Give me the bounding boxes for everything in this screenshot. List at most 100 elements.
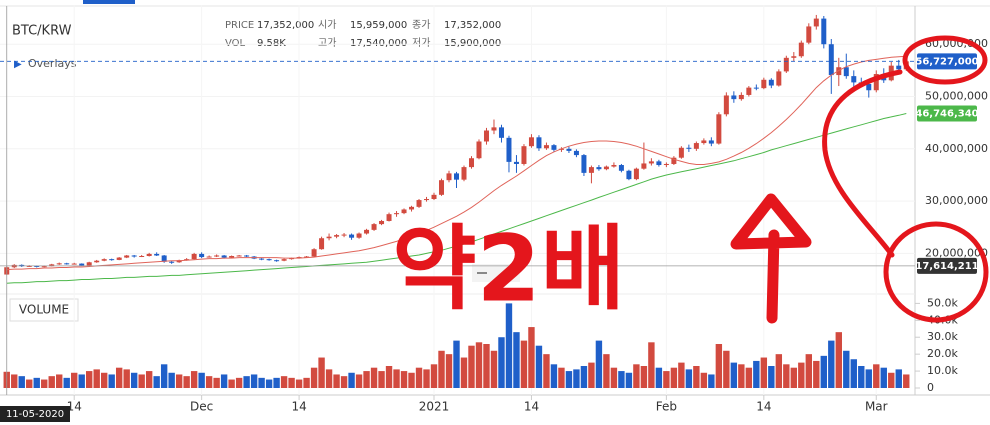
volume-bar: [258, 377, 265, 388]
volume-bar: [700, 372, 708, 388]
date-tag: [0, 406, 70, 422]
volume-bar: [693, 366, 700, 388]
active-tab[interactable]: [83, 0, 135, 4]
candle-body: [199, 253, 205, 258]
candle-body: [851, 76, 857, 83]
x-tick-label: Dec: [190, 400, 213, 414]
info-label: VOL: [225, 38, 246, 49]
volume-bar: [543, 354, 550, 388]
volume-bar: [670, 367, 678, 388]
volume-bar: [565, 371, 573, 388]
info-label: 시가: [318, 19, 336, 31]
volume-bar: [400, 371, 408, 388]
info-label: PRICE: [225, 20, 254, 31]
candle-body: [498, 127, 504, 138]
candle-body: [274, 260, 280, 262]
candle-body: [783, 57, 789, 72]
candle-body: [26, 265, 32, 267]
volume-bar: [145, 371, 153, 388]
candle-body: [693, 143, 699, 149]
volume-bar: [26, 379, 33, 388]
volume-bar: [130, 372, 138, 388]
price-tag-label: 56,727,000: [915, 56, 978, 67]
volume-bar: [835, 332, 842, 388]
candle-body: [551, 145, 557, 150]
candle-body: [259, 258, 265, 260]
price-tag: [917, 257, 977, 274]
candle-body: [79, 263, 85, 266]
volume-bar: [228, 379, 235, 388]
volume-bar: [93, 369, 100, 388]
candle-body: [101, 259, 107, 261]
volume-bar: [48, 376, 55, 388]
volume-bar: [505, 303, 513, 388]
volume-bar: [783, 364, 790, 388]
volume-bar: [483, 344, 490, 388]
candle-body: [633, 168, 639, 180]
candle-body: [446, 173, 452, 181]
candle-body: [221, 255, 227, 258]
candle-body: [603, 166, 609, 170]
y-tick-label: 40,000,000: [925, 142, 988, 155]
candle-body: [656, 161, 662, 166]
price-tag: [917, 105, 977, 122]
info-label: 고가: [318, 37, 336, 49]
candle-body: [588, 167, 594, 173]
candle-body: [304, 256, 310, 258]
volume-bar: [100, 372, 108, 388]
candle-body: [483, 130, 489, 142]
candle-body: [439, 180, 445, 195]
candle-body: [49, 264, 55, 267]
volume-tick-label: 10.0k: [927, 364, 958, 377]
candle-body: [776, 71, 782, 86]
volume-bar: [603, 354, 610, 388]
candle-body: [791, 56, 797, 58]
volume-bar: [168, 372, 175, 388]
candle-body: [34, 265, 40, 267]
volume-bar: [348, 372, 355, 388]
overlays-icon[interactable]: ▶: [14, 59, 22, 70]
handwritten-note: 약2배: [392, 215, 625, 322]
volume-bar: [625, 372, 633, 388]
volume-bar: [138, 374, 145, 388]
candle-body: [753, 87, 759, 89]
candle-body: [828, 44, 834, 76]
volume-bar: [738, 364, 745, 388]
candle-body: [566, 148, 572, 151]
volume-bar: [235, 377, 243, 388]
volume-bar: [340, 376, 348, 388]
volume-bar: [423, 369, 430, 388]
candle-body: [356, 233, 362, 238]
volume-bar: [86, 371, 93, 388]
info-value: 15,900,000: [444, 38, 501, 49]
candle-body: [468, 158, 474, 168]
candle-body: [154, 253, 160, 256]
volume-bar: [453, 340, 460, 388]
price-tag: [917, 53, 977, 70]
candle-body: [671, 157, 677, 164]
volume-bar: [843, 350, 850, 388]
volume-bar: [648, 342, 655, 388]
volume-bar: [295, 379, 303, 388]
volume-bar: [115, 367, 123, 388]
volume-bar: [798, 362, 805, 388]
candle-body: [281, 259, 287, 261]
candle-body: [349, 234, 355, 238]
candle-body: [244, 255, 250, 257]
info-value: 9.58K: [257, 38, 286, 49]
candle-body: [701, 140, 707, 144]
volume-bar: [640, 366, 648, 388]
price-tag-label: 46,746,340: [915, 109, 978, 120]
candle-body: [813, 18, 819, 27]
volume-bar: [78, 374, 85, 388]
circle-current-price: [902, 35, 988, 85]
handwritten-arrow: [730, 193, 812, 324]
candle-body: [678, 147, 684, 158]
volume-bar: [550, 364, 558, 388]
candle-body: [311, 249, 317, 257]
volume-bar: [468, 345, 475, 388]
volume-bar: [56, 374, 63, 388]
overlays-button[interactable]: Overlays: [28, 57, 77, 70]
candle-body: [341, 234, 347, 236]
candle-body: [431, 194, 437, 200]
